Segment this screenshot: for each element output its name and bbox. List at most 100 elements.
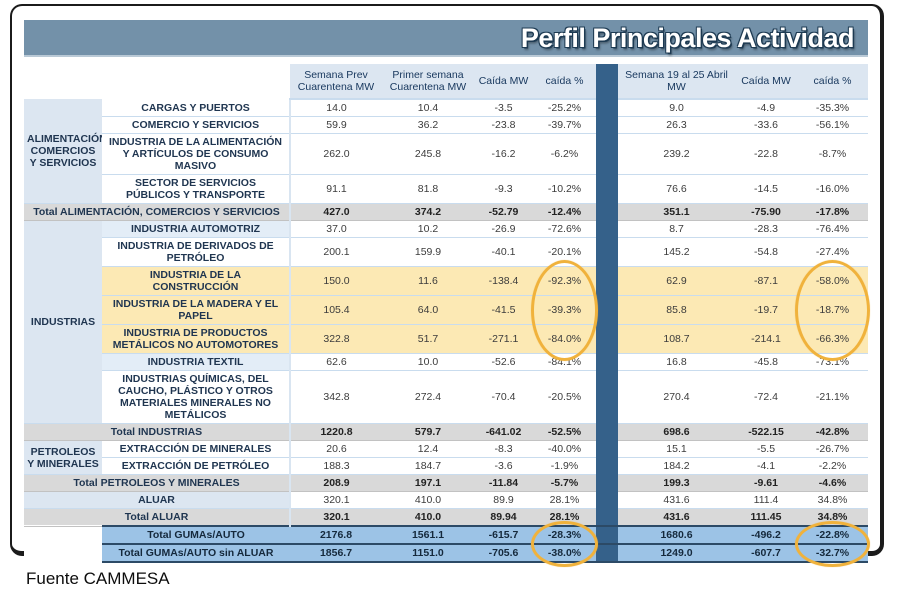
value-cell: -705.6 [474,543,533,563]
table-body: ALIMENTACIÓN, COMERCIOS Y SERVICIOS CARGA… [24,99,868,563]
value-cell: 342.8 [290,370,382,424]
value-cell: 184.2 [618,457,735,475]
table-row: INDUSTRIA DE LA ALIMENTACIÓN Y ARTÍCULOS… [24,133,868,175]
value-cell: 11.6 [382,266,474,296]
row-label: Total ALUAR [24,508,291,527]
value-cell: -28.3% [533,525,596,545]
row-label: EXTRACCIÓN DE PETRÓLEO [102,457,291,475]
separator-column [596,370,618,424]
separator-column [596,116,618,134]
value-cell: -70.4 [474,370,533,424]
value-cell: -496.2 [735,525,797,545]
separator-column [596,508,618,527]
value-cell: 62.9 [618,266,735,296]
group-label: PETROLEOS Y MINERALES [24,440,102,475]
value-cell: 28.1% [533,491,596,509]
value-cell: 28.1% [533,508,596,527]
value-cell: 322.8 [290,324,382,354]
spacer-cell [24,544,102,562]
group-label: ALIMENTACIÓN, COMERCIOS Y SERVICIOS [24,99,102,204]
value-cell: -84.1% [533,353,596,371]
value-cell: 431.6 [618,508,735,527]
table-row: Total GUMAs/AUTO sin ALUAR 1856.7 1151.0 -7… [24,543,868,563]
separator-column [596,99,618,117]
value-cell: 374.2 [382,203,474,221]
value-cell: -72.6% [533,220,596,238]
separator-column [596,353,618,371]
row-label: INDUSTRIA DE LA CONSTRUCCIÓN [102,266,291,296]
value-cell: -56.1% [797,116,868,134]
separator-column [596,174,618,204]
value-cell: 184.7 [382,457,474,475]
table-row: Total ALIMENTACIÓN, COMERCIOS Y SERVICIO… [24,203,868,221]
value-cell: -5.7% [533,474,596,492]
table-row: INDUSTRIA DE DERIVADOS DE PETRÓLEO 200.1 1… [24,237,868,267]
value-cell: -75.90 [735,203,797,221]
value-cell: 64.0 [382,295,474,325]
row-label: Total GUMAs/AUTO [102,525,290,545]
row-label: INDUSTRIA DE LA ALIMENTACIÓN Y ARTÍCULOS… [102,133,291,175]
value-cell: 111.4 [735,491,797,509]
value-cell: 15.1 [618,440,735,458]
value-cell: 76.6 [618,174,735,204]
value-cell: 51.7 [382,324,474,354]
separator-column [596,237,618,267]
value-cell: 89.9 [474,491,533,509]
value-cell: 34.8% [797,508,868,527]
value-cell: -35.3% [797,99,868,117]
row-label: EXTRACCIÓN DE MINERALES [102,440,291,458]
separator-column [596,423,618,441]
page-title: Perfil Principales Actividad [520,23,855,53]
row-label: Total PETROLEOS Y MINERALES [24,474,291,492]
value-cell: -40.1 [474,237,533,267]
value-cell: -138.4 [474,266,533,296]
value-cell: -39.7% [533,116,596,134]
value-cell: -52.6 [474,353,533,371]
value-cell: -21.1% [797,370,868,424]
value-cell: 197.1 [382,474,474,492]
value-cell: 1561.1 [382,525,474,545]
value-cell: -8.7% [797,133,868,175]
value-cell: -23.8 [474,116,533,134]
value-cell: -28.3 [735,220,797,238]
table-row: SECTOR DE SERVICIOS PÚBLICOS Y TRANSPORT… [24,174,868,204]
value-cell: 272.4 [382,370,474,424]
value-cell: -66.3% [797,324,868,354]
value-cell: -9.61 [735,474,797,492]
value-cell: -607.7 [735,543,797,563]
value-cell: -10.2% [533,174,596,204]
table-row: EXTRACCIÓN DE PETRÓLEO 188.3 184.7 -3.6 -1.9… [24,457,868,475]
table-row: Total GUMAs/AUTO 2176.8 1561.1 -615.7 -28.3%… [24,525,868,545]
value-cell: 188.3 [290,457,382,475]
value-cell: -522.15 [735,423,797,441]
value-cell: 208.9 [290,474,382,492]
value-cell: -14.5 [735,174,797,204]
value-cell: -45.8 [735,353,797,371]
separator-column [596,525,618,545]
value-cell: 320.1 [290,491,382,509]
value-cell: 579.7 [382,423,474,441]
value-cell: -58.0% [797,266,868,296]
row-label: ALUAR [24,491,291,509]
table-row: INDUSTRIAS INDUSTRIA AUTOMOTRIZ 37.0 10.2 -2… [24,220,868,424]
value-cell: 36.2 [382,116,474,134]
value-cell: -615.7 [474,525,533,545]
value-cell: -33.6 [735,116,797,134]
separator-column [596,203,618,221]
value-cell: -22.8 [735,133,797,175]
table-row: INDUSTRIA TEXTIL 62.6 10.0 -52.6 -84.1% 16.8-… [24,353,868,371]
value-cell: -6.2% [533,133,596,175]
value-cell: 14.0 [290,99,382,117]
value-cell: 245.8 [382,133,474,175]
value-cell: 16.8 [618,353,735,371]
value-cell: -22.8% [797,525,868,545]
value-cell: 59.9 [290,116,382,134]
column-header: Semana 19 al 25 Abril MW [618,64,735,100]
value-cell: -87.1 [735,266,797,296]
column-header: Semana Prev Cuarentena MW [290,64,382,100]
value-cell: 199.3 [618,474,735,492]
value-cell: 91.1 [290,174,382,204]
value-cell: -76.4% [797,220,868,238]
table-wrap: Semana Prev Cuarentena MW Primer semana C… [24,64,870,567]
value-cell: -3.6 [474,457,533,475]
